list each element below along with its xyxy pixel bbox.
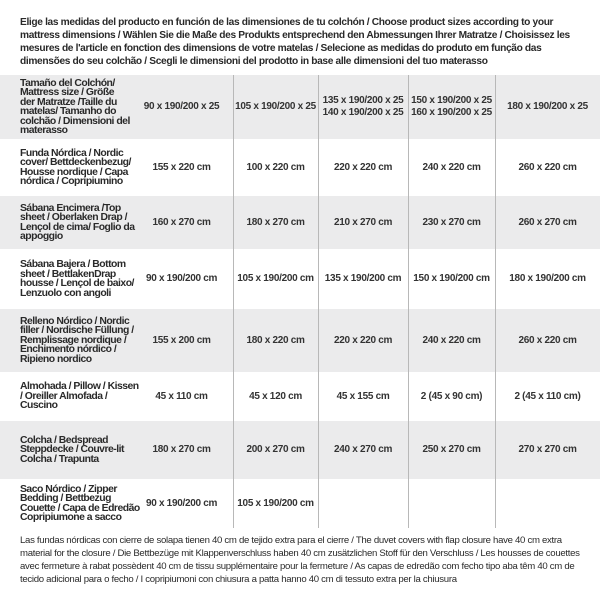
size-cell: 240 x 270 cm: [333, 444, 393, 455]
column-divider: [408, 75, 409, 528]
table-row: Almohada / Pillow / Kissen / Oreiller Al…: [0, 372, 600, 421]
size-cell: 200 x 270 cm: [246, 444, 305, 455]
size-cell: [318, 479, 408, 528]
footer-note: Las fundas nórdicas con cierre de solapa…: [20, 535, 580, 585]
size-cell: 90 x 190/200 x 25: [143, 101, 220, 112]
size-cell: 2 (45 x 110 cm): [514, 390, 581, 402]
size-cell: 150 x 190/200 x 25 160 x 190/200 x 25: [411, 95, 492, 118]
size-cell: 155 x 200 cm: [152, 334, 211, 346]
size-cell: 270 x 270 cm: [518, 444, 577, 455]
size-cell: 155 x 220 cm: [152, 161, 211, 173]
size-cell: 180 x 190/200 cm: [509, 273, 586, 284]
size-cell: 45 x 120 cm: [249, 390, 302, 402]
column-divider: [318, 75, 319, 528]
intro-text: Elige las medidas del producto en funció…: [20, 17, 570, 67]
row-label: Sábana Encimera /Top sheet / Oberlaken D…: [20, 202, 135, 242]
size-cell: 180 x 270 cm: [152, 444, 211, 455]
size-cell: 135 x 190/200 x 25 140 x 190/200 x 25: [322, 95, 404, 118]
size-cell: 105 x 190/200 cm: [237, 497, 314, 509]
table-row: Saco Nórdico / Zipper Bedding / Bettbezu…: [0, 479, 600, 528]
size-cell: 135 x 190/200 cm: [324, 273, 402, 284]
table-row: Funda Nórdica / Nordic cover/ Bettdecken…: [0, 139, 600, 196]
size-cell: 2 (45 x 90 cm): [420, 390, 483, 402]
size-cell: 180 x 190/200 x 25: [507, 101, 588, 112]
row-label: Funda Nórdica / Nordic cover/ Bettdecken…: [20, 147, 131, 187]
table-row: Colcha / Bedspread Steppdecke / Couvre-l…: [0, 421, 600, 479]
row-label: Sábana Bajera / Bottom sheet / Bettlaken…: [20, 259, 134, 299]
size-cell: 180 x 220 cm: [246, 334, 305, 346]
row-label: Almohada / Pillow / Kissen / Oreiller Al…: [20, 381, 139, 412]
size-cell: 90 x 190/200 cm: [145, 273, 218, 284]
table-row: Tamaño del Colchón/ Mattress size / Größ…: [0, 75, 600, 139]
size-cell: [408, 479, 495, 528]
size-cell: 240 x 220 cm: [422, 334, 481, 346]
size-cell: 250 x 270 cm: [422, 444, 481, 455]
size-cell: 100 x 220 cm: [246, 161, 305, 173]
size-cell: 260 x 220 cm: [518, 334, 577, 346]
size-cell: 180 x 270 cm: [246, 216, 305, 228]
row-label: Relleno Nórdico / Nordic filler / Nordis…: [20, 315, 134, 365]
size-cell: 150 x 190/200 cm: [413, 273, 490, 284]
row-label: Tamaño del Colchón/ Mattress size / Größ…: [20, 77, 130, 136]
size-cell: 230 x 270 cm: [422, 216, 481, 228]
size-cell: 45 x 155 cm: [336, 390, 390, 402]
column-divider: [495, 75, 496, 528]
table-row: Sábana Encimera /Top sheet / Oberlaken D…: [0, 196, 600, 249]
size-cell: 220 x 220 cm: [333, 161, 393, 173]
size-cell: 220 x 220 cm: [333, 334, 393, 346]
size-cell: 160 x 270 cm: [152, 216, 211, 228]
size-cell: 210 x 270 cm: [333, 216, 393, 228]
size-cell: 90 x 190/200 cm: [145, 497, 218, 509]
size-cell: 105 x 190/200 x 25: [235, 101, 316, 112]
size-cell: 260 x 270 cm: [518, 216, 577, 228]
size-cell: 240 x 220 cm: [422, 161, 481, 173]
row-label: Colcha / Bedspread Steppdecke / Couvre-l…: [20, 434, 124, 465]
table-row: Sábana Bajera / Bottom sheet / Bettlaken…: [0, 249, 600, 309]
size-cell: 260 x 220 cm: [518, 161, 577, 173]
size-cell: 45 x 110 cm: [155, 390, 208, 402]
table-row: Relleno Nórdico / Nordic filler / Nordis…: [0, 309, 600, 372]
size-cell: [495, 479, 600, 528]
size-cell: 105 x 190/200 cm: [237, 273, 314, 284]
row-label: Saco Nórdico / Zipper Bedding / Bettbezu…: [20, 483, 140, 523]
column-divider: [233, 75, 234, 528]
